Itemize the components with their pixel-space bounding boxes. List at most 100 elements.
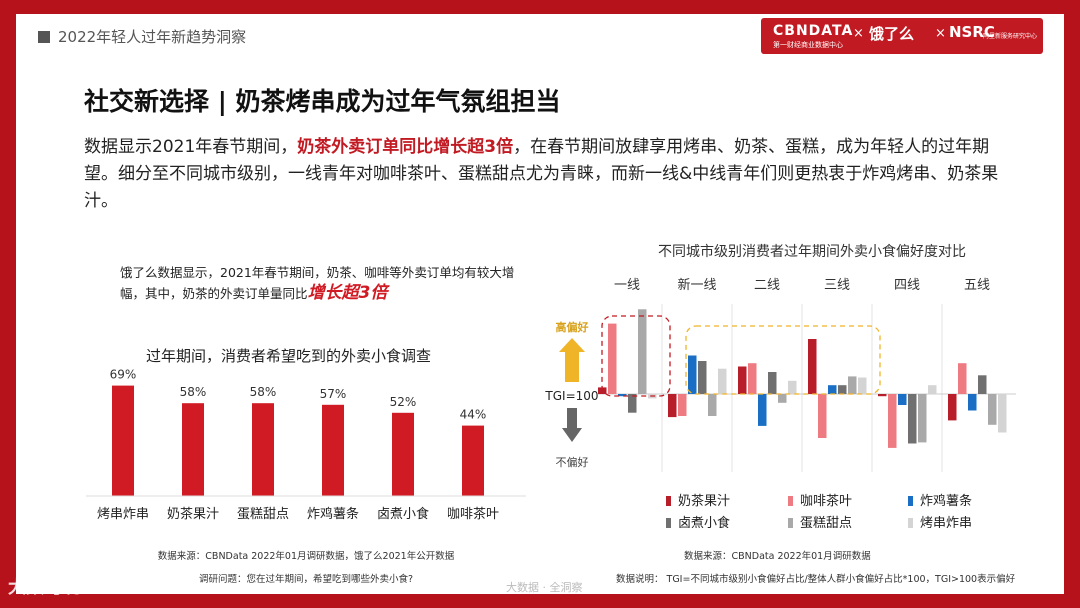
category-label: 炸鸡薯条	[307, 506, 359, 522]
legend-swatch	[788, 518, 793, 528]
tgi-bar	[918, 394, 927, 443]
legend-swatch	[666, 518, 671, 528]
legend-label: 蛋糕甜点	[800, 515, 852, 528]
legend-swatch	[666, 496, 671, 506]
tgi-bar	[768, 372, 777, 394]
tier-label: 一线	[614, 278, 640, 293]
tier-label: 四线	[894, 278, 920, 293]
down-label: 不偏好	[556, 455, 589, 469]
right-source: 数据来源：CBNData 2022年01月调研数据	[684, 551, 871, 562]
logo-separator: ×	[935, 26, 946, 41]
tgi-bar	[598, 387, 607, 394]
tgi-bar	[818, 394, 827, 438]
legend-label: 咖啡茶叶	[800, 493, 852, 509]
tgi-bar	[968, 394, 977, 411]
tgi-bar	[948, 394, 957, 421]
category-label: 奶茶果汁	[167, 506, 219, 522]
legend-swatch	[908, 496, 913, 506]
eleme-logo: 饿了么	[869, 25, 915, 43]
bar-value-label: 57%	[320, 387, 347, 401]
tier-label: 五线	[964, 278, 990, 293]
eleme-note: 饿了么数据显示，2021年春节期间，奶茶、咖啡等外卖订单均有较大增幅，其中，奶茶…	[120, 262, 520, 304]
tgi-bar	[908, 394, 917, 444]
legend-label: 奶茶果汁	[678, 493, 730, 509]
cbndata-logo: CBNDATA	[773, 23, 854, 39]
tier-label: 新一线	[677, 277, 716, 293]
bar	[112, 385, 134, 496]
down-arrow-icon	[562, 408, 582, 442]
bar	[252, 403, 274, 496]
category-label: 咖啡茶叶	[447, 506, 499, 522]
tgi-bar	[978, 375, 987, 394]
slide: 2022年轻人过年新趋势洞察 CBNDATA 第一财经商业数据中心 × 饿了么 …	[16, 14, 1064, 594]
bar	[322, 404, 344, 496]
bar-value-label: 69%	[110, 368, 137, 382]
bar-value-label: 58%	[180, 385, 207, 399]
highlight-box-tier1	[601, 315, 671, 397]
cbndata-logo-sub: 第一财经商业数据中心	[773, 41, 843, 49]
logo-separator: ×	[853, 26, 864, 41]
note-emphasis: 增长超3倍	[307, 283, 388, 303]
watermark: 大数跨境	[8, 577, 80, 598]
legend-swatch	[788, 496, 793, 506]
tgi-bar	[718, 368, 727, 394]
tgi-bar	[748, 363, 757, 394]
bar-value-label: 58%	[250, 385, 277, 399]
tgi-bar	[738, 366, 747, 394]
tgi-bar	[998, 394, 1007, 433]
tgi-bar	[788, 380, 797, 394]
legend-label: 烤串炸串	[920, 516, 972, 528]
up-label: 高偏好	[556, 320, 589, 334]
tgi-bar	[638, 309, 647, 394]
summary-part-1: 数据显示2021年春节期间，	[84, 137, 298, 157]
legend-swatch	[908, 518, 913, 528]
tgi-bar	[898, 394, 907, 405]
tgi-bar	[878, 394, 887, 397]
top-bar: 2022年轻人过年新趋势洞察 CBNDATA 第一财经商业数据中心 × 饿了么 …	[16, 14, 1064, 54]
tgi-bar	[668, 394, 677, 418]
tier-label: 三线	[824, 278, 850, 293]
tgi-bar	[758, 394, 767, 426]
tgi-bar	[628, 394, 637, 413]
tgi-bar	[708, 394, 717, 416]
summary-paragraph: 数据显示2021年春节期间，奶茶外卖订单同比增长超3倍，在春节期间放肆享用烤串、…	[84, 134, 1009, 215]
tgi-bar	[848, 376, 857, 394]
tgi-bar	[858, 377, 867, 394]
bar	[462, 425, 484, 496]
tgi-bar	[608, 323, 617, 394]
tgi-bar	[988, 394, 997, 425]
bar	[182, 403, 204, 496]
left-chart-title: 过年期间，消费者希望吃到的外卖小食调查	[146, 347, 432, 365]
legend-label: 炸鸡薯条	[920, 493, 972, 509]
nsrc-logo-sub: 阿里新服务研究中心	[983, 33, 1038, 40]
breadcrumb: 2022年轻人过年新趋势洞察	[58, 28, 247, 46]
tgi-bar	[688, 355, 697, 394]
category-label: 卤煮小食	[377, 506, 429, 522]
category-label: 蛋糕甜点	[237, 506, 289, 522]
tgi-bar	[838, 385, 847, 394]
left-question: 调研问题：您在过年期间，希望吃到哪些外卖小食?	[198, 574, 414, 585]
tgi-bar	[888, 394, 897, 448]
bar-value-label: 52%	[390, 395, 417, 409]
note-text: 饿了么数据显示，2021年春节期间，奶茶、咖啡等外卖订单均有较大增幅，其中，奶茶…	[120, 265, 515, 301]
bar	[392, 412, 414, 496]
tgi-bar	[698, 361, 707, 394]
page-title: 社交新选择 | 奶茶烤串成为过年气氛组担当	[84, 87, 561, 116]
partner-logos: CBNDATA 第一财经商业数据中心 × 饿了么 × NSRC 阿里新服务研究中…	[761, 18, 1043, 54]
tgi-bar	[618, 394, 627, 397]
nsrc-logo: NSRC	[949, 23, 995, 41]
right-note: 数据说明： TGI=不同城市级别小食偏好占比/整体人群小食偏好占比*100，TG…	[616, 574, 1016, 585]
tier-label: 二线	[754, 278, 780, 293]
breadcrumb-square-icon	[38, 31, 50, 43]
right-chart-title-text: 不同城市级别消费者过年期间外卖小食偏好度对比	[658, 243, 966, 260]
legend-label: 卤煮小食	[678, 515, 730, 528]
snack-preference-bar-chart: 69% 烤串炸串 58% 奶茶果汁 58% 蛋糕甜点 57% 炸鸡薯条 52% 卤煮小食 44% 咖啡…	[86, 368, 526, 522]
tgi-bar	[828, 385, 837, 394]
tgi-bar	[958, 363, 967, 394]
summary-highlight: 奶茶外卖订单同比增长超3倍	[297, 137, 514, 157]
category-label: 烤串炸串	[97, 507, 149, 522]
tgi-bar	[678, 394, 687, 416]
left-source: 数据来源：CBNData 2022年01月调研数据，饿了么2021年公开数据	[157, 551, 455, 562]
summary-part-2: ，在春节期间放肆享用烤串、奶茶、蛋糕，成为年轻人的过年期望。细分至不同城市级别，…	[84, 137, 999, 211]
